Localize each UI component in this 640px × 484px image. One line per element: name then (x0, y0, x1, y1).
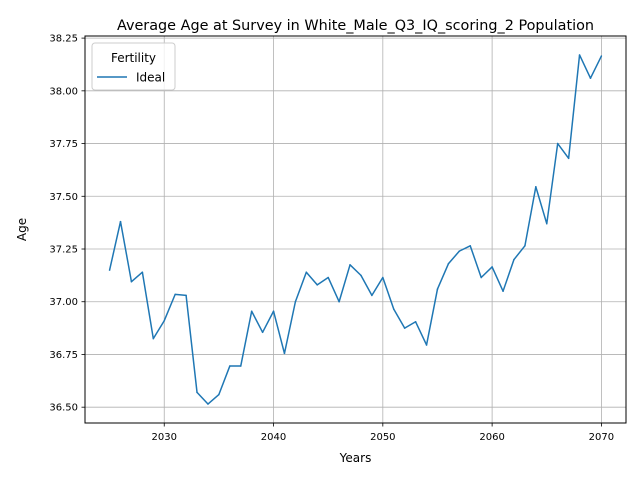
data-point (283, 352, 286, 355)
y-axis-ticks: 36.50 36.75 37.00 37.25 37.50 37.75 38.00 38.25 (49, 34, 85, 414)
data-point (578, 54, 581, 56)
data-point (163, 319, 165, 322)
data-point (403, 327, 406, 329)
data-point (567, 157, 570, 160)
data-point (250, 310, 253, 312)
data-point (447, 263, 450, 265)
y-tick-label: 37.25 (49, 245, 78, 256)
y-tick-label: 37.75 (49, 139, 78, 150)
x-tick-label: 2060 (479, 432, 504, 443)
x-axis-ticks: 2030 2040 2050 2060 2070 (152, 423, 614, 443)
data-point (141, 271, 144, 273)
data-point (261, 331, 264, 334)
y-tick-label: 38.00 (49, 86, 78, 97)
y-tick-label: 37.00 (49, 297, 78, 308)
data-point (600, 55, 603, 57)
data-point (458, 250, 461, 252)
data-point (185, 294, 187, 297)
data-point (535, 186, 537, 188)
data-point (196, 391, 198, 394)
y-tick-label: 36.75 (49, 350, 78, 361)
data-point (272, 310, 275, 312)
data-point (502, 290, 504, 292)
x-tick-label: 2070 (589, 432, 614, 443)
data-point (524, 245, 526, 247)
axes-frame (84, 35, 627, 424)
data-point (207, 403, 209, 405)
data-point (491, 266, 493, 268)
data-point (360, 274, 362, 277)
data-point (382, 276, 384, 279)
y-tick-label: 38.25 (49, 34, 78, 45)
data-point (393, 308, 395, 310)
data-point (546, 222, 548, 225)
data-point (589, 77, 592, 79)
data-point (556, 142, 559, 145)
legend: Fertility Ideal (91, 42, 176, 91)
data-point (229, 365, 231, 367)
grid (85, 36, 626, 423)
plot-area (85, 36, 626, 423)
data-point (425, 344, 428, 346)
legend-entry-ideal: Ideal (136, 71, 165, 85)
series-layer (108, 54, 603, 405)
data-point (513, 258, 515, 261)
x-tick-label: 2050 (370, 432, 395, 443)
data-point (338, 300, 340, 303)
y-tick-label: 37.50 (49, 192, 78, 203)
data-point (349, 264, 351, 266)
data-point (239, 365, 242, 367)
data-point (130, 280, 133, 283)
data-point (152, 337, 155, 340)
x-tick-label: 2030 (152, 432, 177, 443)
data-point (108, 269, 111, 271)
data-point (305, 271, 308, 273)
y-tick-label: 36.50 (49, 403, 78, 414)
data-point (316, 284, 318, 286)
data-point (327, 276, 329, 279)
legend-box (91, 42, 176, 91)
y-axis-label: Age (15, 218, 29, 241)
chart-title: Average Age at Survey in White_Male_Q3_I… (117, 18, 594, 34)
data-point (218, 393, 220, 396)
data-point (436, 288, 439, 290)
x-axis-label: Years (339, 451, 372, 465)
series-line-ideal (108, 54, 603, 405)
data-point (414, 321, 417, 323)
data-point (371, 294, 373, 297)
data-point (480, 276, 482, 279)
x-tick-label: 2040 (261, 432, 286, 443)
data-point (119, 220, 122, 223)
legend-title: Fertility (111, 51, 156, 65)
data-point (469, 245, 472, 247)
data-point (174, 293, 176, 296)
data-point (294, 300, 297, 303)
